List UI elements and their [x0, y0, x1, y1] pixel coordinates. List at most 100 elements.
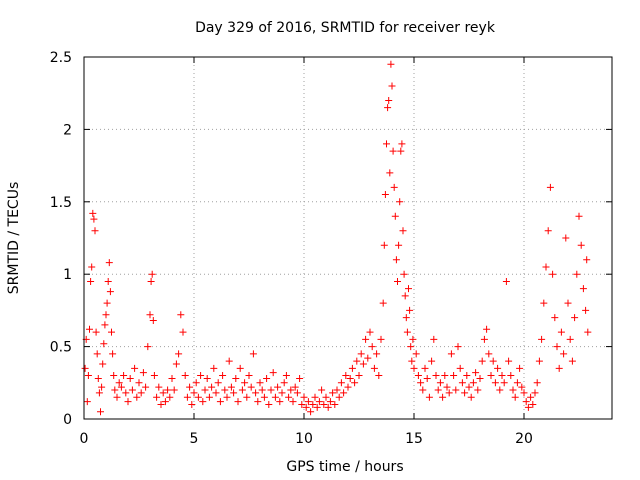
- data-point: [388, 82, 396, 90]
- data-point: [90, 215, 98, 223]
- data-point: [425, 393, 433, 401]
- data-point: [315, 398, 323, 406]
- data-point: [397, 147, 405, 155]
- data-point: [507, 372, 515, 380]
- data-point: [353, 357, 361, 365]
- data-point: [454, 343, 462, 351]
- data-point: [410, 364, 418, 372]
- data-point: [108, 328, 115, 336]
- data-point: [293, 389, 301, 397]
- data-point: [98, 383, 106, 391]
- data-point: [380, 241, 388, 249]
- data-point: [419, 386, 427, 394]
- data-point: [128, 386, 136, 394]
- data-point: [120, 372, 128, 380]
- data-point: [489, 357, 497, 365]
- data-point: [100, 340, 108, 348]
- data-point: [399, 227, 407, 235]
- data-point: [496, 386, 504, 394]
- data-point: [307, 408, 315, 416]
- data-point: [408, 357, 416, 365]
- data-point: [527, 393, 535, 401]
- data-point: [498, 372, 506, 380]
- data-point: [395, 241, 403, 249]
- data-point: [186, 383, 194, 391]
- data-point: [194, 393, 202, 401]
- data-points: [81, 60, 592, 416]
- data-point: [203, 374, 211, 382]
- data-point: [355, 372, 363, 380]
- data-point: [142, 383, 150, 391]
- y-tick-label: 0.5: [50, 340, 72, 356]
- data-point: [208, 383, 216, 391]
- data-point: [564, 299, 572, 307]
- data-point: [414, 372, 422, 380]
- data-point: [146, 311, 154, 319]
- data-point: [234, 398, 242, 406]
- data-point: [409, 335, 417, 343]
- data-point: [557, 328, 565, 336]
- data-point: [544, 227, 552, 235]
- data-point: [452, 386, 460, 394]
- data-point: [287, 386, 295, 394]
- data-point: [579, 285, 587, 293]
- data-point: [269, 369, 277, 377]
- data-point: [562, 234, 570, 242]
- data-point: [192, 379, 200, 387]
- data-point: [84, 372, 92, 380]
- data-point: [103, 299, 111, 307]
- data-point: [133, 393, 141, 401]
- data-point: [256, 379, 264, 387]
- data-point: [533, 379, 541, 387]
- data-point: [110, 372, 118, 380]
- plot-frame: [83, 56, 613, 420]
- data-point: [302, 403, 310, 411]
- data-point: [205, 393, 213, 401]
- data-point: [106, 288, 114, 296]
- data-point: [571, 314, 579, 322]
- data-point: [546, 183, 554, 191]
- data-point: [241, 379, 249, 387]
- data-point: [161, 398, 169, 406]
- data-point: [423, 374, 431, 382]
- data-point: [243, 393, 251, 401]
- data-point: [274, 383, 282, 391]
- data-point: [467, 393, 475, 401]
- data-point: [131, 364, 139, 372]
- chart-title: Day 329 of 2016, SRMTID for receiver rey…: [195, 20, 496, 36]
- data-point: [333, 386, 341, 394]
- data-point: [568, 357, 576, 365]
- data-point: [109, 350, 117, 358]
- data-point: [92, 328, 100, 336]
- x-tick-label: 15: [405, 431, 423, 447]
- data-point: [405, 285, 412, 293]
- data-point: [166, 393, 174, 401]
- data-point: [474, 386, 482, 394]
- data-point: [511, 393, 519, 401]
- data-point: [267, 386, 275, 394]
- data-point: [412, 350, 420, 358]
- data-point: [381, 191, 389, 199]
- data-point: [322, 393, 330, 401]
- data-point: [359, 360, 367, 368]
- data-point: [553, 343, 561, 351]
- y-tick-label: 2: [63, 122, 72, 138]
- data-point: [201, 386, 209, 394]
- data-point: [199, 398, 207, 406]
- data-point: [157, 401, 165, 409]
- data-point: [540, 299, 548, 307]
- data-point: [320, 401, 328, 409]
- data-point: [111, 386, 119, 394]
- data-point: [311, 393, 319, 401]
- data-point: [278, 389, 286, 397]
- data-point: [93, 350, 101, 358]
- y-tick-label: 1.5: [50, 195, 72, 211]
- data-point: [403, 328, 411, 336]
- data-point: [124, 398, 132, 406]
- data-point: [115, 379, 123, 387]
- data-point: [225, 357, 233, 365]
- data-point: [153, 393, 161, 401]
- data-point: [252, 389, 260, 397]
- data-point: [172, 360, 180, 368]
